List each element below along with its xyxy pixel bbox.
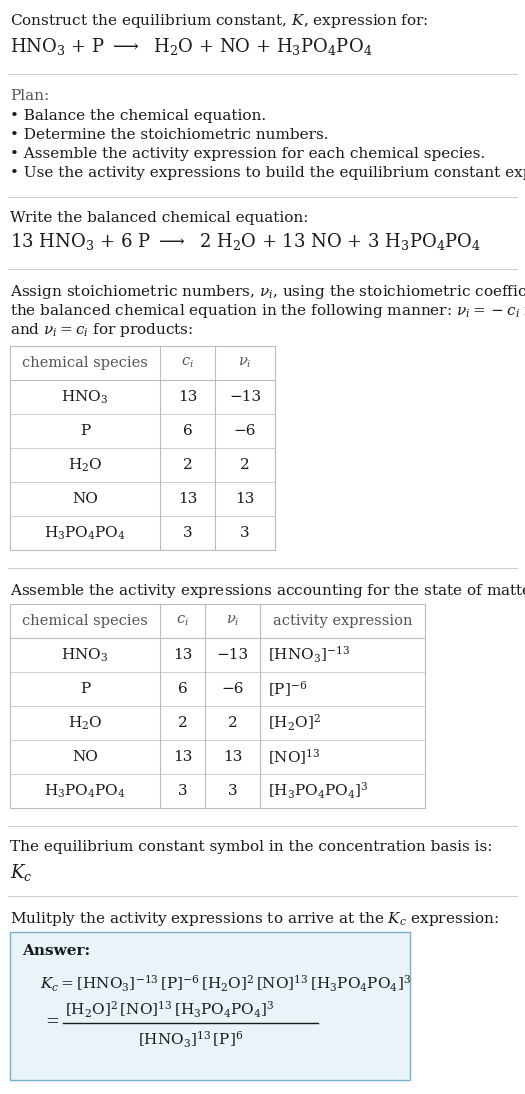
Text: 6: 6: [177, 682, 187, 696]
Text: 3: 3: [183, 526, 192, 540]
Text: NO: NO: [72, 492, 98, 507]
Text: 2: 2: [228, 715, 237, 730]
Text: chemical species: chemical species: [22, 614, 148, 628]
Text: $[\mathrm{P}]^{-6}$: $[\mathrm{P}]^{-6}$: [268, 679, 307, 699]
Text: $[\mathrm{H_3PO_4PO_4}]^{3}$: $[\mathrm{H_3PO_4PO_4}]^{3}$: [268, 781, 369, 801]
Text: −13: −13: [216, 648, 248, 662]
Text: The equilibrium constant symbol in the concentration basis is:: The equilibrium constant symbol in the c…: [10, 840, 492, 854]
Text: 13: 13: [178, 492, 197, 507]
Text: 3: 3: [177, 784, 187, 798]
Text: $\mathrm{HNO_3}$: $\mathrm{HNO_3}$: [61, 647, 109, 664]
Text: $[\mathrm{H_2O}]^{2}\,[\mathrm{NO}]^{13}\,[\mathrm{H_3PO_4PO_4}]^{3}$: $[\mathrm{H_2O}]^{2}\,[\mathrm{NO}]^{13}…: [65, 1000, 275, 1020]
Text: −13: −13: [229, 389, 261, 404]
Text: activity expression: activity expression: [273, 614, 412, 628]
Text: $\nu_i$: $\nu_i$: [238, 356, 252, 370]
Text: 13 $\mathrm{HNO_3}$ + 6 P $\longrightarrow$  2 $\mathrm{H_2O}$ + 13 NO + 3 $\mat: 13 $\mathrm{HNO_3}$ + 6 P $\longrightarr…: [10, 231, 481, 252]
Text: Answer:: Answer:: [22, 944, 90, 958]
Text: =: =: [45, 1013, 59, 1031]
Text: $[\mathrm{H_2O}]^{2}$: $[\mathrm{H_2O}]^{2}$: [268, 713, 321, 733]
Text: and $\nu_i = c_i$ for products:: and $\nu_i = c_i$ for products:: [10, 321, 193, 339]
Text: $\nu_i$: $\nu_i$: [226, 614, 239, 628]
Text: • Balance the chemical equation.: • Balance the chemical equation.: [10, 109, 266, 123]
Text: Construct the equilibrium constant, $K$, expression for:: Construct the equilibrium constant, $K$,…: [10, 12, 428, 30]
Text: 3: 3: [240, 526, 250, 540]
Text: −6: −6: [221, 682, 244, 696]
Text: 2: 2: [240, 458, 250, 472]
Text: 13: 13: [173, 648, 192, 662]
Text: Plan:: Plan:: [10, 89, 49, 103]
Text: 3: 3: [228, 784, 237, 798]
Text: chemical species: chemical species: [22, 356, 148, 370]
Text: $K_c = [\mathrm{HNO_3}]^{-13}\,[\mathrm{P}]^{-6}\,[\mathrm{H_2O}]^{2}\,[\mathrm{: $K_c = [\mathrm{HNO_3}]^{-13}\,[\mathrm{…: [40, 974, 411, 994]
Text: Write the balanced chemical equation:: Write the balanced chemical equation:: [10, 211, 309, 225]
Bar: [10, 604, 425, 808]
Text: • Determine the stoichiometric numbers.: • Determine the stoichiometric numbers.: [10, 128, 329, 142]
Text: $\mathrm{HNO_3}$ + P $\longrightarrow$  $\mathrm{H_2O}$ + NO + $\mathrm{H_3PO_4P: $\mathrm{HNO_3}$ + P $\longrightarrow$ $…: [10, 36, 372, 57]
Text: • Use the activity expressions to build the equilibrium constant expression.: • Use the activity expressions to build …: [10, 166, 525, 181]
Text: $\mathrm{H_3PO_4PO_4}$: $\mathrm{H_3PO_4PO_4}$: [44, 782, 126, 800]
Text: Assemble the activity expressions accounting for the state of matter and $\nu_i$: Assemble the activity expressions accoun…: [10, 582, 525, 600]
Text: 2: 2: [177, 715, 187, 730]
Text: $\mathrm{H_3PO_4PO_4}$: $\mathrm{H_3PO_4PO_4}$: [44, 524, 126, 542]
Text: $c_i$: $c_i$: [176, 614, 189, 628]
Text: $[\mathrm{HNO_3}]^{13}\,[\mathrm{P}]^{6}$: $[\mathrm{HNO_3}]^{13}\,[\mathrm{P}]^{6}…: [138, 1029, 243, 1050]
Text: P: P: [80, 682, 90, 696]
Text: 13: 13: [223, 750, 242, 764]
Text: $\mathrm{H_2O}$: $\mathrm{H_2O}$: [68, 456, 102, 474]
Text: P: P: [80, 424, 90, 438]
Text: $c_i$: $c_i$: [181, 356, 194, 370]
Text: Mulitply the activity expressions to arrive at the $K_c$ expression:: Mulitply the activity expressions to arr…: [10, 910, 499, 928]
FancyBboxPatch shape: [10, 932, 410, 1080]
Text: Assign stoichiometric numbers, $\nu_i$, using the stoichiometric coefficients, $: Assign stoichiometric numbers, $\nu_i$, …: [10, 283, 525, 301]
Text: $\mathrm{HNO_3}$: $\mathrm{HNO_3}$: [61, 388, 109, 406]
Text: $[\mathrm{NO}]^{13}$: $[\mathrm{NO}]^{13}$: [268, 747, 321, 767]
Text: the balanced chemical equation in the following manner: $\nu_i = -c_i$ for react: the balanced chemical equation in the fo…: [10, 302, 525, 321]
Text: NO: NO: [72, 750, 98, 764]
Text: 2: 2: [183, 458, 192, 472]
Text: 13: 13: [173, 750, 192, 764]
Text: $K_c$: $K_c$: [10, 862, 33, 883]
Text: • Assemble the activity expression for each chemical species.: • Assemble the activity expression for e…: [10, 147, 485, 161]
Text: $[\mathrm{HNO_3}]^{-13}$: $[\mathrm{HNO_3}]^{-13}$: [268, 644, 350, 665]
Text: 6: 6: [183, 424, 192, 438]
Text: $\mathrm{H_2O}$: $\mathrm{H_2O}$: [68, 714, 102, 732]
Bar: [10, 346, 275, 550]
Text: 13: 13: [235, 492, 255, 507]
Text: −6: −6: [234, 424, 256, 438]
Text: 13: 13: [178, 389, 197, 404]
